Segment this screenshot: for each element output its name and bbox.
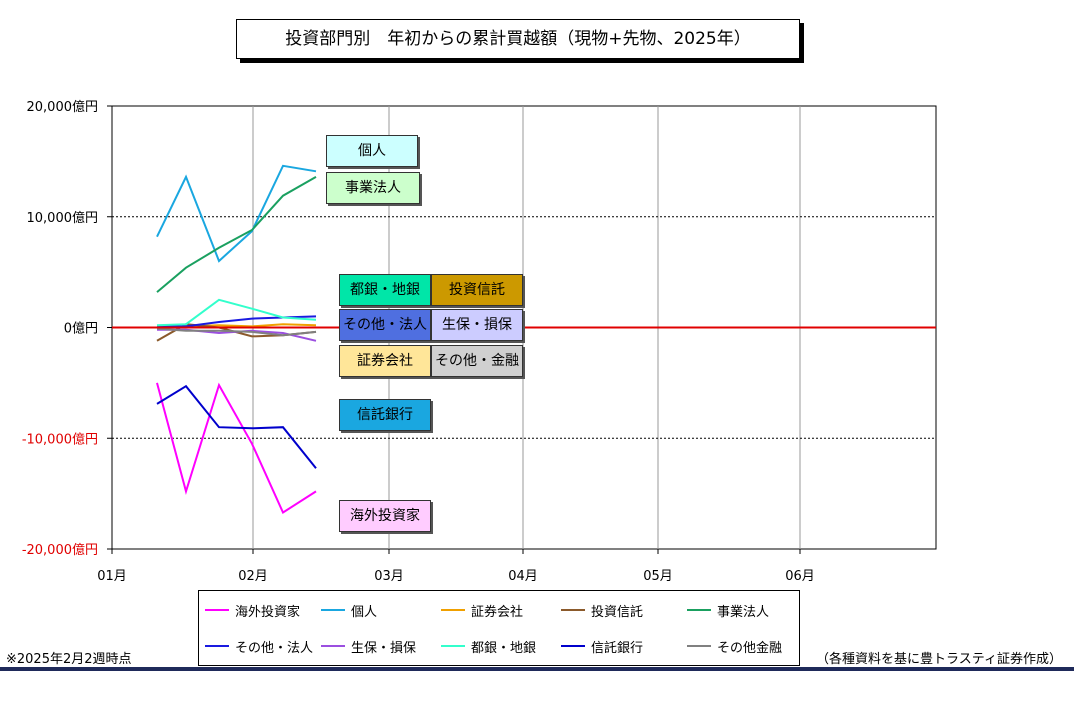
series-line [156,176,317,293]
y-tick-label: -20,000億円 [22,542,98,558]
x-tick-label: 05月 [643,569,673,584]
x-tick-label: 04月 [508,569,538,584]
series-line [156,327,317,337]
legend-item: その他金融 [687,637,783,656]
legend-item: 生保・損保 [321,637,417,656]
series-annotation-label: 個人 [326,135,418,167]
legend-swatch [441,645,465,647]
legend-swatch [205,645,229,647]
legend-label: 都銀・地銀 [471,640,537,656]
legend-item: 投資信託 [561,601,644,620]
legend-label: 投資信託 [591,604,644,620]
legend-item: 都銀・地銀 [441,637,537,656]
series-annotation-label: 生保・損保 [431,309,523,341]
series-annotation-label: 都銀・地銀 [339,274,431,306]
legend-item: その他・法人 [205,637,314,656]
x-tick-label: 01月 [97,569,127,584]
y-tick-label: 0億円 [64,321,98,337]
legend-label: 事業法人 [717,604,770,620]
series-annotation-label: 証券会社 [339,345,431,377]
x-tick-label: 06月 [785,569,815,584]
x-tick-label: 02月 [238,569,268,584]
legend-swatch [441,609,465,611]
legend-label: 個人 [351,604,378,620]
legend-label: 証券会社 [471,604,524,620]
legend-item: 個人 [321,601,378,620]
legend-label: 海外投資家 [235,604,301,620]
y-tick-label: -10,000億円 [22,431,98,447]
legend-swatch [687,609,711,611]
series-line [156,164,317,263]
series-line [156,298,317,327]
legend-item: 事業法人 [687,601,770,620]
series-annotation-label: 信託銀行 [339,399,431,431]
series-annotation-label: 事業法人 [326,172,420,204]
legend-swatch [205,609,229,611]
y-tick-label: 10,000億円 [27,210,99,226]
series-annotation-label: 海外投資家 [339,500,431,532]
legend-label: 信託銀行 [591,640,644,656]
bottom-divider [0,667,1074,671]
series-annotation-label: 投資信託 [431,274,523,306]
y-tick-label: 20,000億円 [27,99,99,115]
legend-item: 信託銀行 [561,637,644,656]
series-line [156,384,317,469]
legend-label: その他金融 [717,640,783,656]
legend-label: 生保・損保 [351,640,417,656]
legend-swatch [561,609,585,611]
legend-item: 証券会社 [441,601,524,620]
series-annotation-label: その他・法人 [339,309,431,341]
chart-title: 投資部門別 年初からの累計買越額（現物+先物、2025年） [236,19,800,59]
legend-item: 海外投資家 [205,601,301,620]
chart-legend: 海外投資家 個人 証券会社 投資信託 事業法人その他・法人 生保・損保 都銀・地銀 信託銀行 そ… [198,590,800,666]
footnote: ※2025年2月2週時点 [6,652,132,667]
legend-swatch [561,645,585,647]
legend-swatch [321,609,345,611]
series-line [156,382,317,514]
x-tick-label: 03月 [374,569,404,584]
legend-swatch [687,645,711,647]
series-annotation-label: その他・金融 [431,345,523,377]
legend-swatch [321,645,345,647]
legend-label: その他・法人 [235,640,314,656]
source-note: （各種資料を基に豊トラスティ証券作成） [816,652,1062,667]
